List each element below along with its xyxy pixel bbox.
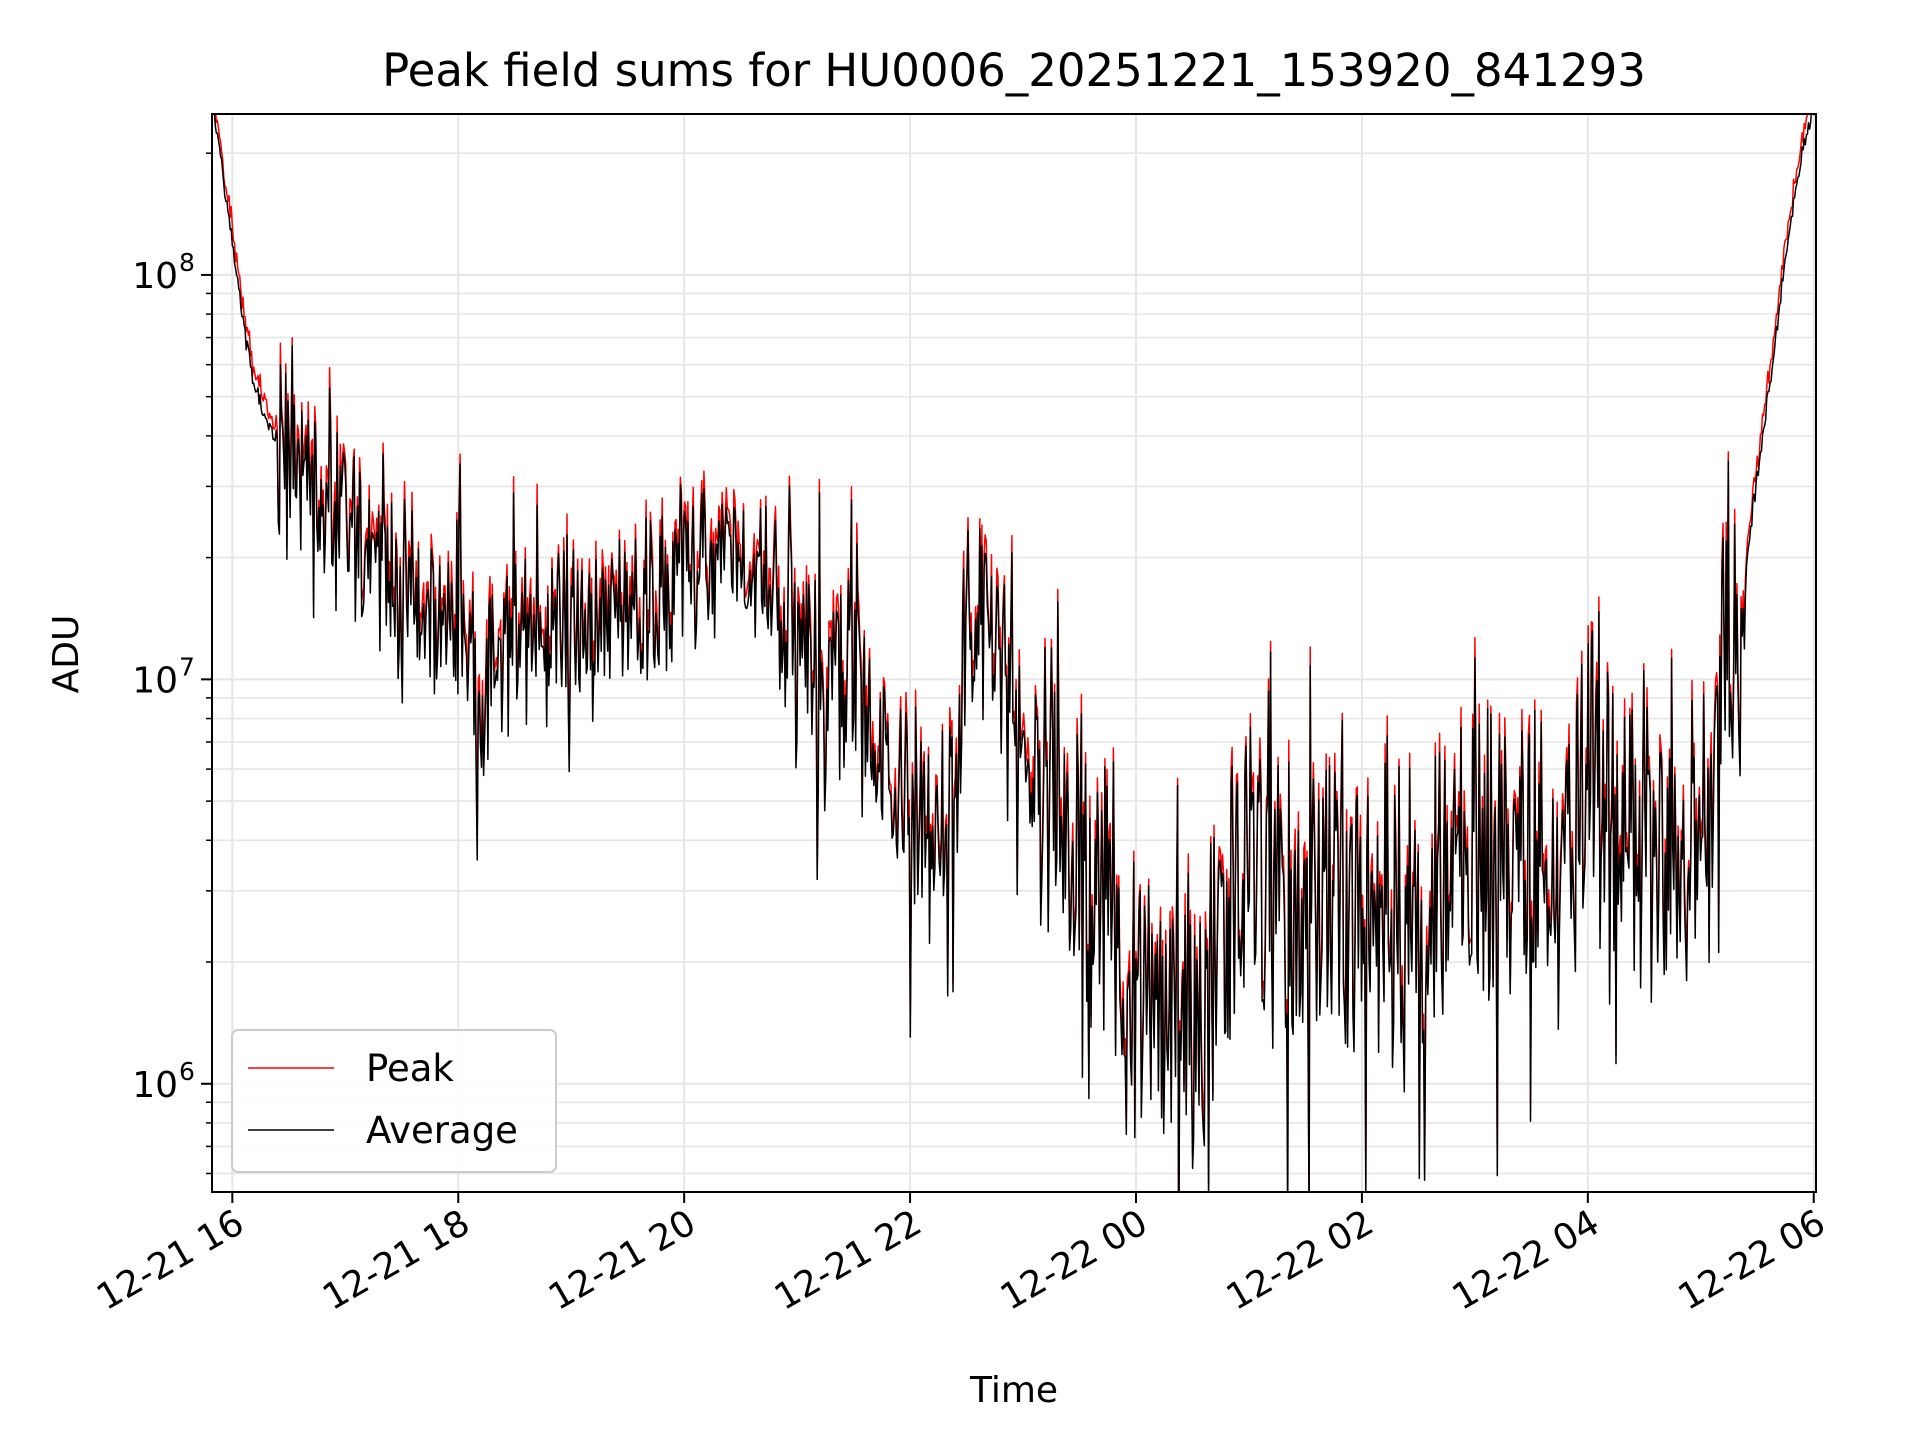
x-axis-label: Time: [969, 1370, 1058, 1411]
legend-peak-label: Peak: [366, 1047, 454, 1090]
y-tick-exponent: 8: [179, 248, 195, 277]
y-tick-exponent: 6: [179, 1057, 195, 1086]
chart-title: Peak field sums for HU0006_20251221_1539…: [382, 44, 1646, 97]
y-tick-label: 10: [132, 256, 178, 297]
legend-average-label: Average: [366, 1109, 518, 1152]
series-lines: [213, 114, 1815, 1192]
peak-series-line: [215, 114, 1812, 1192]
plot-frame: [211, 113, 1817, 1193]
y-tick-label: 10: [132, 1065, 178, 1106]
y-axis-label: ADU: [46, 615, 87, 694]
y-tick-exponent: 7: [179, 652, 195, 681]
legend: Peak Average: [231, 1029, 557, 1173]
legend-box: [231, 1029, 557, 1173]
average-series-line: [213, 114, 1815, 1192]
y-tick-label: 10: [132, 660, 178, 701]
grid: [212, 114, 1816, 1192]
